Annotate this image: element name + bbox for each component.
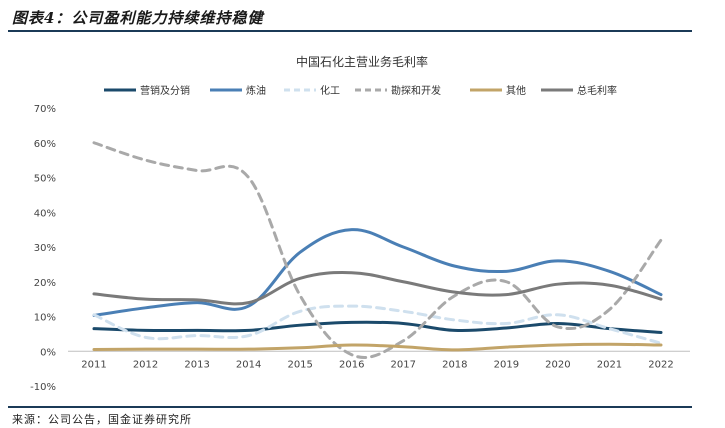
source-note: 来源：公司公告，国金证券研究所: [12, 413, 192, 426]
series-lines: [92, 141, 663, 359]
x-tick-label: 2022: [648, 359, 673, 370]
y-tick-label: 40%: [34, 208, 56, 219]
x-tick-label: 2016: [339, 359, 364, 370]
y-axis: -10% 0% 10% 20% 30% 40% 50% 60% 70%: [30, 104, 56, 393]
x-tick-label: 2012: [133, 359, 158, 370]
legend-label: 总毛利率: [577, 84, 617, 97]
legend-label: 化工: [320, 84, 340, 97]
figure-footer: 来源：公司公告，国金证券研究所: [8, 406, 692, 428]
series-line-e680bbe6af9be588a9e78e87: [92, 271, 663, 306]
series-line-e782bce6b2b9: [92, 228, 663, 317]
series-line-e58b98e68ea2e5928ce5bc80e58f91: [92, 141, 663, 359]
x-tick-label: 2014: [236, 359, 261, 370]
series-line-e585b6e4bb96: [92, 342, 663, 352]
x-tick-label: 2018: [442, 359, 467, 370]
chart-legend: 营销及分销 炼油 化工 勘探和开发 其他 总毛利率: [104, 84, 617, 97]
y-tick-label: 70%: [34, 104, 56, 115]
x-tick-label: 2015: [287, 359, 312, 370]
legend-label: 其他: [506, 84, 526, 97]
legend-label: 炼油: [246, 84, 266, 97]
y-tick-label: 60%: [34, 139, 56, 150]
x-tick-label: 2017: [391, 359, 416, 370]
x-axis: 2011 2012 2013 2014 2015 2016 2017 2018 2019 2020…: [68, 350, 690, 370]
x-tick-label: 2013: [184, 359, 209, 370]
legend-label: 勘探和开发: [391, 84, 441, 97]
series-line-e890a5e99480e58f8ae58886e99480: [92, 320, 663, 334]
gross-margin-line-chart: 中国石化主营业务毛利率 营销及分销 炼油 化工 勘探和开发 其他 总毛利率 -10% 0% 1…: [30, 54, 690, 393]
figure-title: 图表4：公司盈利能力持续维持稳健: [12, 9, 264, 27]
x-tick-label: 2021: [597, 359, 622, 370]
series-line-e58c96e5b7a5: [92, 304, 663, 345]
figure-header: 图表4：公司盈利能力持续维持稳健: [8, 4, 692, 32]
y-tick-label: 0%: [40, 347, 56, 358]
y-tick-label: -10%: [30, 382, 56, 393]
chart-title: 中国石化主营业务毛利率: [296, 54, 428, 69]
y-tick-label: 30%: [34, 243, 56, 254]
x-tick-label: 2020: [545, 359, 570, 370]
y-tick-label: 20%: [34, 278, 56, 289]
y-tick-label: 50%: [34, 174, 56, 185]
x-tick-label: 2019: [494, 359, 519, 370]
x-tick-label: 2011: [81, 359, 106, 370]
y-tick-label: 10%: [34, 313, 56, 324]
legend-label: 营销及分销: [140, 84, 190, 97]
